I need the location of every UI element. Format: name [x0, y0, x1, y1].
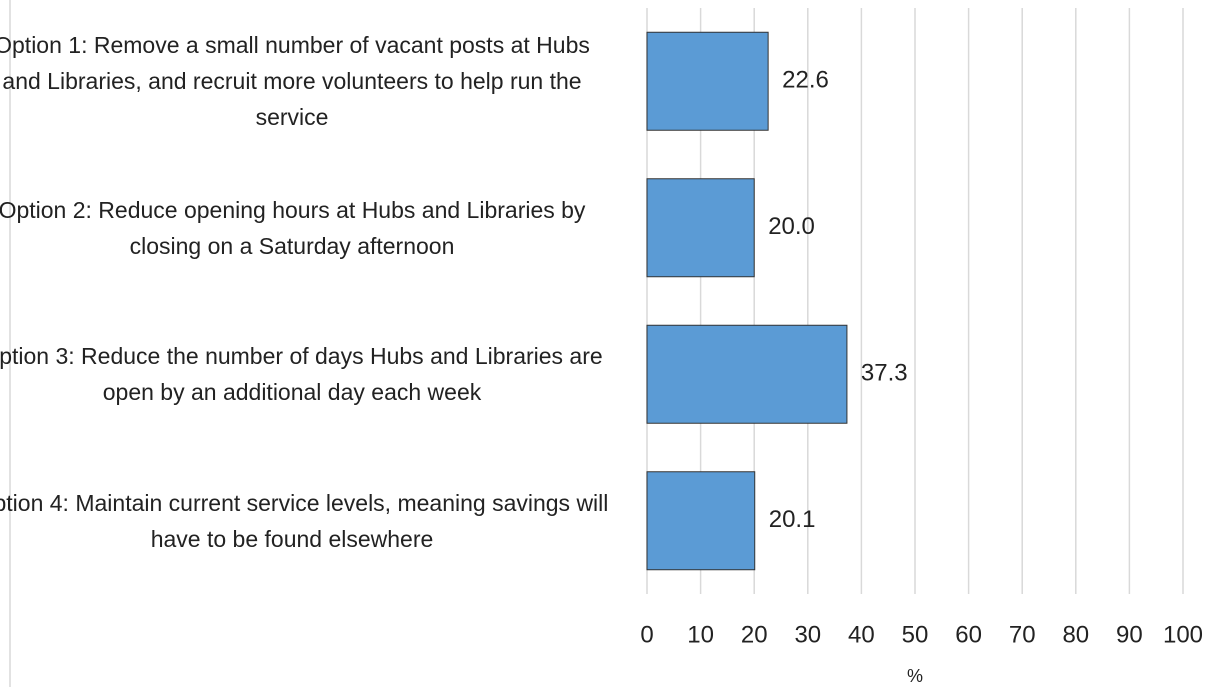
x-tick-label: 0	[640, 621, 653, 648]
x-tick-label: 40	[848, 621, 875, 648]
x-tick-label: 50	[902, 621, 929, 648]
data-label: 20.1	[769, 506, 816, 533]
x-tick-label: 70	[1009, 621, 1036, 648]
x-tick-label: 30	[794, 621, 821, 648]
x-tick-label: 100	[1163, 621, 1203, 648]
y-tick-label: Option 3: Reduce the number of days Hubs…	[0, 343, 603, 406]
y-tick-label: Option 2: Reduce opening hours at Hubs a…	[0, 196, 586, 259]
bar	[646, 178, 755, 278]
x-axis-label: %	[907, 666, 923, 686]
x-tick-label: 60	[955, 621, 982, 648]
data-label: 37.3	[861, 360, 908, 387]
data-label: 20.0	[768, 213, 815, 240]
data-label: 22.6	[782, 67, 829, 94]
x-tick-label: 20	[741, 621, 768, 648]
x-tick-label: 10	[687, 621, 714, 648]
bar	[646, 471, 756, 571]
y-tick-label: Option 1: Remove a small number of vacan…	[0, 32, 590, 131]
bar	[646, 31, 769, 131]
bar	[646, 324, 848, 424]
y-tick-label: Option 4: Maintain current service level…	[0, 489, 609, 552]
x-tick-label: 90	[1116, 621, 1143, 648]
x-tick-label: 80	[1062, 621, 1089, 648]
